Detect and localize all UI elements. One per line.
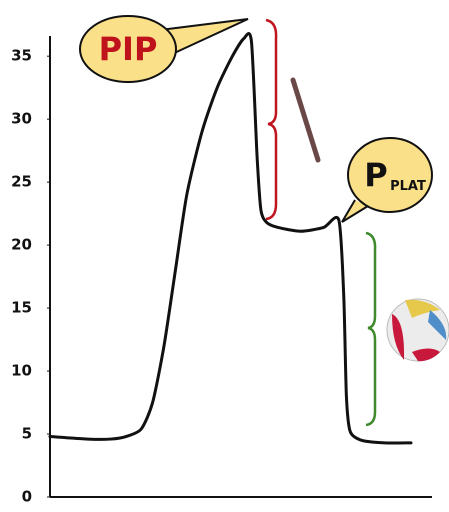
page: {"chart_data": {"type": "line", "x": [0,… <box>0 0 449 512</box>
plat-label-sub: PLAT <box>390 179 426 194</box>
chart: PIP P PLAT 0 5 10 15 20 25 30 35 <box>0 0 449 512</box>
y-tick-label: 25 <box>11 173 32 191</box>
plat-bubble <box>348 138 432 212</box>
y-tick-label: 15 <box>11 299 32 317</box>
pip-label: PIP <box>99 30 158 68</box>
plat-label-p: P <box>364 156 387 194</box>
y-tick-label: 10 <box>11 362 32 380</box>
y-tick-label: 20 <box>11 236 32 254</box>
y-tick-label: 30 <box>11 110 32 128</box>
plateau-bracket <box>366 233 375 425</box>
beach-ball <box>387 299 449 361</box>
stick <box>293 80 318 160</box>
y-tick-label: 0 <box>22 488 32 506</box>
pressure-curve <box>50 34 411 443</box>
y-tick-label: 35 <box>11 47 32 65</box>
pip-bracket <box>266 20 276 219</box>
y-tick-label: 5 <box>22 425 32 443</box>
